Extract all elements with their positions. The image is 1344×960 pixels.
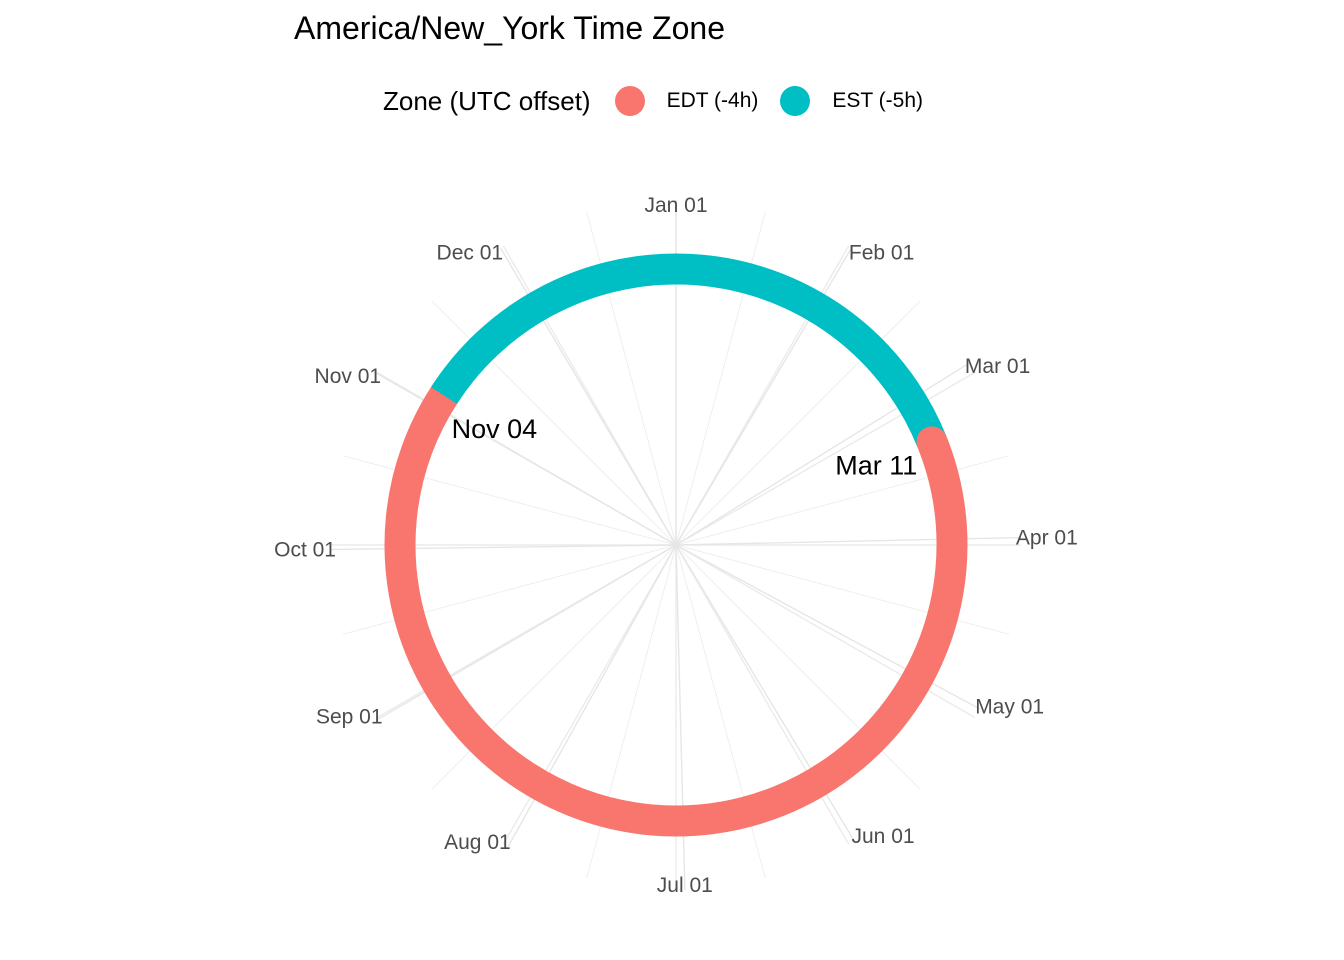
- tick-label-dec: Dec 01: [437, 241, 504, 264]
- legend-label-edt: EDT (-4h): [666, 89, 759, 112]
- tick-label-jul: Jul 01: [657, 874, 713, 897]
- segment-edt: [384, 380, 968, 837]
- tick-label-mar: Mar 01: [965, 355, 1030, 378]
- legend-title: Zone (UTC offset): [383, 85, 591, 116]
- tick-label-jan: Jan 01: [644, 194, 707, 217]
- legend-item-edt: EDT (-4h): [614, 86, 759, 116]
- legend: Zone (UTC offset) EDT (-4h) EST (-5h): [383, 83, 945, 119]
- legend-key-est: [780, 86, 811, 116]
- tick-label-feb: Feb 01: [849, 241, 914, 264]
- tick-label-apr: Apr 01: [1016, 527, 1078, 550]
- segment-est: [430, 253, 677, 405]
- grid-spoke: [675, 544, 921, 790]
- legend-label-est: EST (-5h): [832, 89, 924, 112]
- annotation-layer: Mar 11 Nov 04: [452, 414, 918, 480]
- tick-label-may: May 01: [975, 696, 1044, 719]
- legend-key-edt: [614, 86, 645, 116]
- tick-label-nov: Nov 01: [315, 365, 382, 388]
- tick-label-aug: Aug 01: [444, 831, 511, 854]
- segment-est: [675, 253, 947, 448]
- tick-label-jun: Jun 01: [852, 825, 915, 848]
- tick-label-layer: Jan 01 Feb 01 Mar 01 Apr 01 May 01 Jun 01 Jul …: [274, 194, 1078, 897]
- annotation-nov-04: Nov 04: [452, 414, 538, 444]
- legend-item-est: EST (-5h): [780, 86, 923, 116]
- grid-layer: [330, 200, 1021, 890]
- tick-label-oct: Oct 01: [274, 538, 336, 561]
- grid-major-spoke: [675, 536, 1021, 546]
- tick-label-sep: Sep 01: [316, 706, 383, 729]
- grid-major-spoke: [675, 544, 686, 890]
- annotation-mar-11: Mar 11: [835, 450, 917, 480]
- chart-title: America/New_York Time Zone: [294, 10, 725, 46]
- ring-layer: [384, 253, 968, 837]
